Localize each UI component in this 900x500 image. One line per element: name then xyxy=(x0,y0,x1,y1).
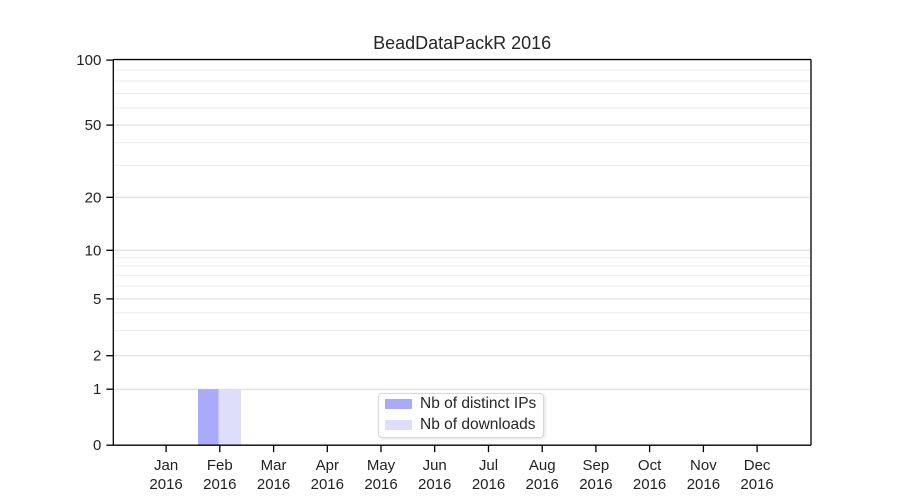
svg-text:2016: 2016 xyxy=(633,476,666,493)
svg-text:May: May xyxy=(367,457,396,474)
svg-text:Mar: Mar xyxy=(261,457,287,474)
svg-text:Nov: Nov xyxy=(690,457,717,474)
svg-text:10: 10 xyxy=(85,242,102,259)
svg-text:Aug: Aug xyxy=(529,457,556,474)
svg-text:2016: 2016 xyxy=(418,476,451,493)
svg-text:2016: 2016 xyxy=(472,476,505,493)
svg-text:Oct: Oct xyxy=(638,457,662,474)
svg-text:2016: 2016 xyxy=(526,476,559,493)
svg-text:Apr: Apr xyxy=(316,457,339,474)
svg-text:2016: 2016 xyxy=(364,476,397,493)
svg-text:2016: 2016 xyxy=(257,476,290,493)
svg-text:2016: 2016 xyxy=(311,476,344,493)
svg-text:2016: 2016 xyxy=(149,476,182,493)
svg-text:50: 50 xyxy=(85,117,102,134)
svg-text:Jun: Jun xyxy=(423,457,447,474)
svg-text:Jul: Jul xyxy=(479,457,498,474)
svg-text:0: 0 xyxy=(93,437,101,454)
svg-text:2016: 2016 xyxy=(579,476,612,493)
svg-text:1: 1 xyxy=(93,381,101,398)
svg-text:20: 20 xyxy=(85,189,102,206)
svg-text:Sep: Sep xyxy=(583,457,610,474)
svg-text:2016: 2016 xyxy=(740,476,773,493)
svg-text:5: 5 xyxy=(93,291,101,308)
svg-text:2016: 2016 xyxy=(203,476,236,493)
svg-text:100: 100 xyxy=(76,52,101,69)
svg-text:Jan: Jan xyxy=(154,457,178,474)
svg-text:2: 2 xyxy=(93,348,101,365)
svg-text:2016: 2016 xyxy=(687,476,720,493)
svg-text:Dec: Dec xyxy=(744,457,771,474)
svg-text:Feb: Feb xyxy=(207,457,233,474)
